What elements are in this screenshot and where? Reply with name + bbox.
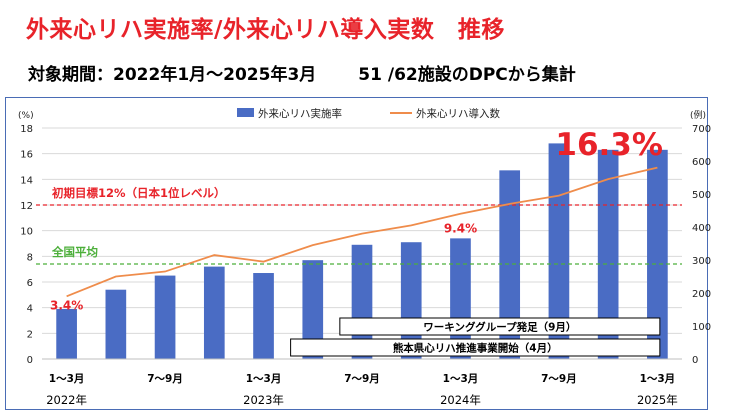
annotation-text: ワーキンググループ発足（9月） xyxy=(423,321,576,334)
left-tick-label: 2 xyxy=(27,329,33,340)
legend-bar-swatch xyxy=(237,108,254,117)
reference-lines: 初期目標12%（日本1位レベル） 全国平均 xyxy=(36,186,682,265)
data-label-layer: 3.4% 9.4% 16.3% xyxy=(50,127,663,312)
bar xyxy=(203,266,225,359)
left-tick-label: 16 xyxy=(20,150,33,161)
left-tick-label: 14 xyxy=(20,175,33,186)
data-label: 3.4% xyxy=(50,298,83,312)
left-axis-unit: (%) xyxy=(18,111,34,121)
annotation-box xyxy=(290,338,661,357)
left-tick-label: 18 xyxy=(20,124,33,135)
right-axis-unit: (例) xyxy=(690,109,706,121)
chart-frame xyxy=(5,97,708,410)
data-label: 9.4% xyxy=(444,221,477,235)
year-label: 2024年 xyxy=(440,393,481,407)
legend-bar-label: 外来心リハ実施率 xyxy=(258,107,342,120)
annotation-layer: ワーキンググループ発足（9月） 熊本県心リハ推進事業開始（4月） xyxy=(290,317,661,357)
year-label: 2022年 xyxy=(46,393,87,407)
x-tick-label: 1〜3月 xyxy=(640,373,676,385)
data-label: 16.3% xyxy=(555,127,663,163)
left-tick-label: 8 xyxy=(27,252,33,263)
bar xyxy=(302,260,324,359)
right-tick-label: 500 xyxy=(692,190,711,201)
bar xyxy=(56,308,77,359)
line-layer xyxy=(66,166,658,298)
bar xyxy=(597,149,619,359)
x-tick-label: 1〜3月 xyxy=(49,373,85,385)
right-tick-label: 700 xyxy=(692,124,711,135)
left-tick-label: 12 xyxy=(20,201,33,212)
right-tick-label: 0 xyxy=(692,355,698,366)
bar xyxy=(253,273,274,359)
year-label: 2023年 xyxy=(243,393,284,407)
left-tick-label: 0 xyxy=(27,355,33,366)
x-tick-label: 7〜9月 xyxy=(541,373,577,385)
left-tick-label: 4 xyxy=(27,304,33,315)
bar xyxy=(105,289,127,359)
bar xyxy=(647,149,668,359)
x-tick-label: 1〜3月 xyxy=(246,373,282,385)
annotation-text: 熊本県心リハ推進事業開始（4月） xyxy=(393,342,558,355)
x-tick-label: 7〜9月 xyxy=(344,373,380,385)
reference-line-label: 初期目標12%（日本1位レベル） xyxy=(52,186,226,200)
legend: 外来心リハ実施率 外来心リハ導入数 xyxy=(237,107,500,120)
right-tick-label: 300 xyxy=(692,256,711,267)
legend-line-label: 外来心リハ導入数 xyxy=(416,107,500,120)
x-tick-label: 1〜3月 xyxy=(443,373,479,385)
annotation-box xyxy=(339,317,661,336)
left-tick-label: 6 xyxy=(27,278,33,289)
bar xyxy=(499,170,521,359)
page-title: 外来心リハ実施率/外来心リハ導入実数 推移 xyxy=(26,17,505,43)
right-tick-label: 600 xyxy=(692,157,711,168)
facilities-text: 51 /62施設のDPCから集計 xyxy=(358,65,576,85)
period-text: 対象期間：2022年1月〜2025年3月 xyxy=(28,65,317,85)
subtitle: 対象期間：2022年1月〜2025年3月 51 /62施設のDPCから集計 xyxy=(28,60,576,85)
left-tick-label: 10 xyxy=(20,227,33,238)
right-tick-label: 200 xyxy=(692,289,711,300)
right-tick-label: 400 xyxy=(692,223,711,234)
year-label: 2025年 xyxy=(637,393,678,407)
right-tick-label: 100 xyxy=(692,322,711,333)
axis-layer: 0 2 4 6 8 10 12 14 16 18 0 100 200 300 400 500 600 700 (%)… xyxy=(18,109,711,407)
x-tick-label: 7〜9月 xyxy=(147,373,183,385)
bar xyxy=(154,275,176,359)
reference-line-label: 全国平均 xyxy=(51,245,98,259)
